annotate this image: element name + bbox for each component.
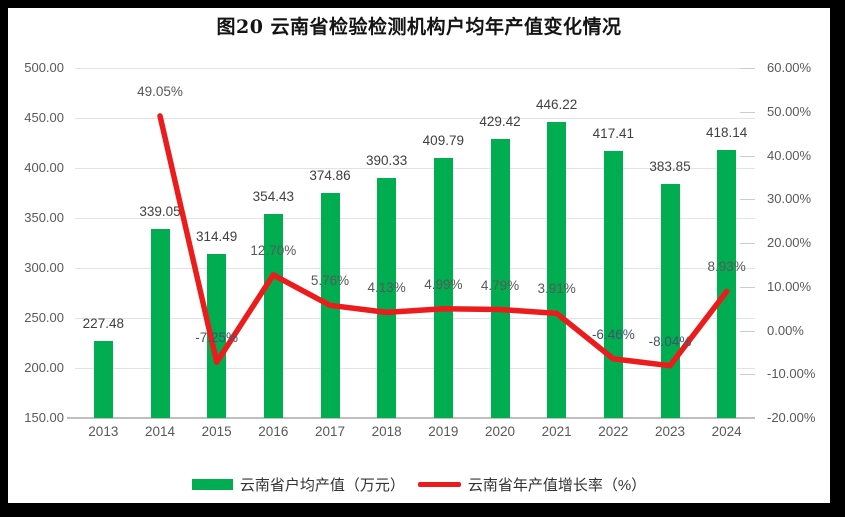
left-axis-tick-label: 300.00	[24, 260, 64, 275]
line-value-label: -8.04%	[648, 333, 692, 349]
x-axis-category-label: 2020	[484, 424, 516, 439]
bar-value-label: 374.86	[309, 168, 351, 184]
x-axis-category-label: 2021	[541, 424, 572, 439]
line-value-label: 4.13%	[367, 280, 406, 296]
plot-area: 500.00 450.00 400.00 350.00 300.00 250.00 200.…	[8, 8, 830, 503]
right-axis-tick-label: -20.00%	[767, 410, 816, 425]
right-axis-tick	[740, 68, 755, 69]
line-value-label: 12.70%	[250, 242, 297, 258]
grid-line	[75, 118, 755, 119]
growth-rate-line	[157, 113, 730, 369]
bar-series-swatch-icon	[191, 479, 233, 490]
bar-value-label: 383.85	[649, 159, 691, 175]
right-axis-tick-label: 60.00%	[767, 60, 812, 75]
x-axis-category-label: 2014	[144, 424, 176, 439]
bar-value-label: 339.05	[139, 203, 181, 219]
bar-value-label: 227.48	[82, 315, 124, 331]
x-axis-category-label: 2024	[711, 424, 742, 439]
grid-line	[75, 268, 755, 269]
bar-value-label: 446.22	[536, 96, 578, 112]
bar-value-label: 417.41	[592, 125, 634, 141]
x-axis-category-label: 2013	[88, 424, 119, 439]
right-axis-tick	[740, 374, 755, 376]
right-axis-tick-label: 40.00%	[767, 147, 812, 163]
bar	[433, 158, 453, 418]
legend-line-series-label: 云南省年产值增长率（%）	[467, 477, 647, 494]
bar	[207, 253, 227, 418]
line-value-label: -7.25%	[195, 330, 239, 346]
left-axis-tick-label: 350.00	[24, 210, 64, 225]
line-series-swatch-icon	[417, 482, 461, 487]
left-axis-tick-label: 500.00	[24, 60, 64, 75]
x-axis-category-label: 2022	[598, 424, 629, 439]
line-value-label: -6.46%	[591, 326, 635, 342]
bar	[717, 149, 737, 418]
right-axis-tick-label: 50.00%	[767, 103, 812, 119]
bar-value-label: 409.79	[422, 133, 464, 149]
bar	[263, 213, 283, 418]
legend-item-line-series: 云南省年产值增长率（%）	[417, 474, 647, 495]
legend-bar-series-label: 云南省户均产值（万元）	[239, 477, 405, 494]
bar	[377, 177, 397, 418]
bar	[603, 150, 623, 418]
right-axis-tick	[740, 330, 755, 332]
x-axis-category-label: 2019	[428, 424, 459, 439]
right-axis-tick	[740, 155, 755, 157]
right-axis-tick-label: 20.00%	[767, 235, 812, 250]
bar	[490, 138, 510, 418]
left-axis-tick-label: 400.00	[24, 160, 64, 175]
x-axis-category-label: 2016	[258, 424, 289, 439]
line-value-label: 49.05%	[137, 83, 183, 99]
x-axis-category-label: 2015	[201, 424, 232, 439]
right-axis-tick-label: -10.00%	[767, 366, 816, 382]
right-axis-tick-label: 30.00%	[767, 191, 812, 207]
x-axis-category-label: 2017	[314, 424, 346, 439]
left-axis-tick-label: 450.00	[24, 110, 64, 125]
right-axis-tick	[740, 199, 755, 201]
x-axis-line	[67, 417, 755, 419]
bar	[547, 121, 567, 418]
x-axis-category-label: 2018	[371, 424, 402, 439]
bar-value-label: 390.33	[366, 152, 408, 168]
line-value-label: 5.76%	[310, 273, 350, 289]
line-value-label: 4.99%	[424, 276, 463, 292]
bar-value-label: 354.43	[252, 188, 294, 204]
grid-line	[75, 368, 755, 369]
chart-title: 图20 云南省检验检测机构户均年产值变化情况	[216, 16, 622, 38]
left-axis-tick-label: 150.00	[24, 410, 64, 425]
bar-value-label: 429.42	[479, 113, 521, 129]
grid-line	[75, 318, 755, 319]
line-value-label: 8.93%	[707, 259, 746, 275]
right-axis-tick-label: 10.00%	[767, 278, 812, 294]
bar	[93, 340, 113, 418]
chart-canvas: 图20 云南省检验检测机构户均年产值变化情况 500.00 450.00 400.0…	[8, 8, 830, 503]
legend-item-bar-series: 云南省户均产值（万元）	[191, 474, 405, 495]
grid-line	[75, 68, 755, 69]
left-axis-tick-label: 250.00	[24, 310, 64, 325]
line-value-label: 3.91%	[537, 281, 576, 297]
x-axis-category-label: 2023	[654, 424, 686, 439]
legend: 云南省户均产值（万元） 云南省年产值增长率（%）	[8, 474, 830, 495]
left-axis-tick-label: 200.00	[24, 360, 64, 375]
right-axis-tick	[740, 111, 755, 113]
bar-value-label: 418.14	[706, 124, 748, 140]
right-axis-tick	[740, 286, 755, 288]
grid-line	[75, 168, 755, 169]
right-axis-tick	[740, 243, 755, 244]
grid-line	[75, 218, 755, 219]
right-axis-tick-label: 0.00%	[767, 322, 804, 338]
line-value-label: 4.79%	[480, 277, 520, 293]
bar-value-label: 314.49	[196, 228, 238, 244]
bar	[150, 228, 170, 418]
